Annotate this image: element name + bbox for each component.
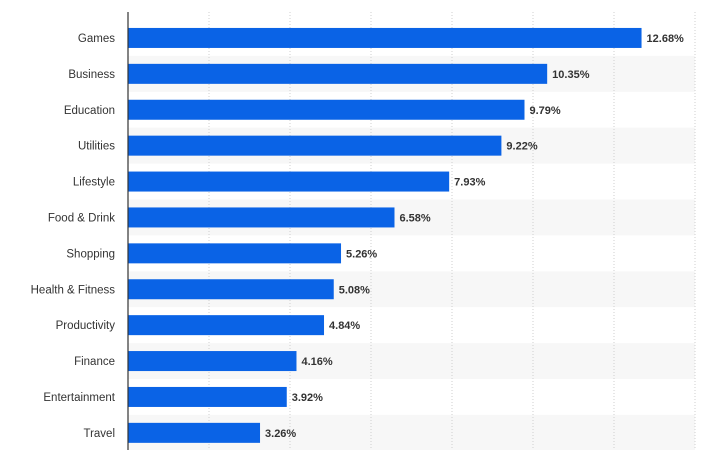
category-label: Entertainment [43, 392, 115, 404]
bar[interactable] [128, 63, 548, 84]
category-label: Business [68, 69, 115, 81]
value-label: 3.92% [292, 392, 323, 404]
bar[interactable] [128, 243, 342, 264]
value-label: 4.16% [301, 356, 332, 368]
category-label: Games [78, 33, 115, 45]
bar[interactable] [128, 422, 261, 443]
category-label: Shopping [66, 248, 115, 260]
category-label: Health & Fitness [31, 284, 116, 296]
bar[interactable] [128, 99, 525, 120]
category-label: Food & Drink [48, 212, 115, 224]
value-label: 4.84% [329, 320, 360, 332]
value-label: 5.08% [339, 284, 370, 296]
value-label: 9.22% [506, 141, 537, 153]
category-label: Productivity [56, 320, 116, 332]
value-label: 3.26% [265, 428, 296, 440]
category-label: Travel [83, 428, 115, 440]
category-label: Lifestyle [73, 177, 115, 189]
bar[interactable] [128, 351, 297, 372]
value-label: 7.93% [454, 177, 485, 189]
value-label: 12.68% [647, 33, 685, 45]
value-label: 10.35% [552, 69, 590, 81]
category-label: Utilities [78, 141, 115, 153]
bar[interactable] [128, 135, 502, 156]
value-label: 5.26% [346, 248, 377, 260]
bar[interactable] [128, 315, 325, 336]
bar[interactable] [128, 27, 642, 48]
bar[interactable] [128, 386, 287, 407]
bar[interactable] [128, 207, 395, 228]
category-label: Finance [74, 356, 115, 368]
category-label: Education [64, 105, 115, 117]
value-label: 6.58% [399, 212, 430, 224]
bar[interactable] [128, 171, 450, 192]
bar[interactable] [128, 279, 334, 300]
value-label: 9.79% [529, 105, 560, 117]
